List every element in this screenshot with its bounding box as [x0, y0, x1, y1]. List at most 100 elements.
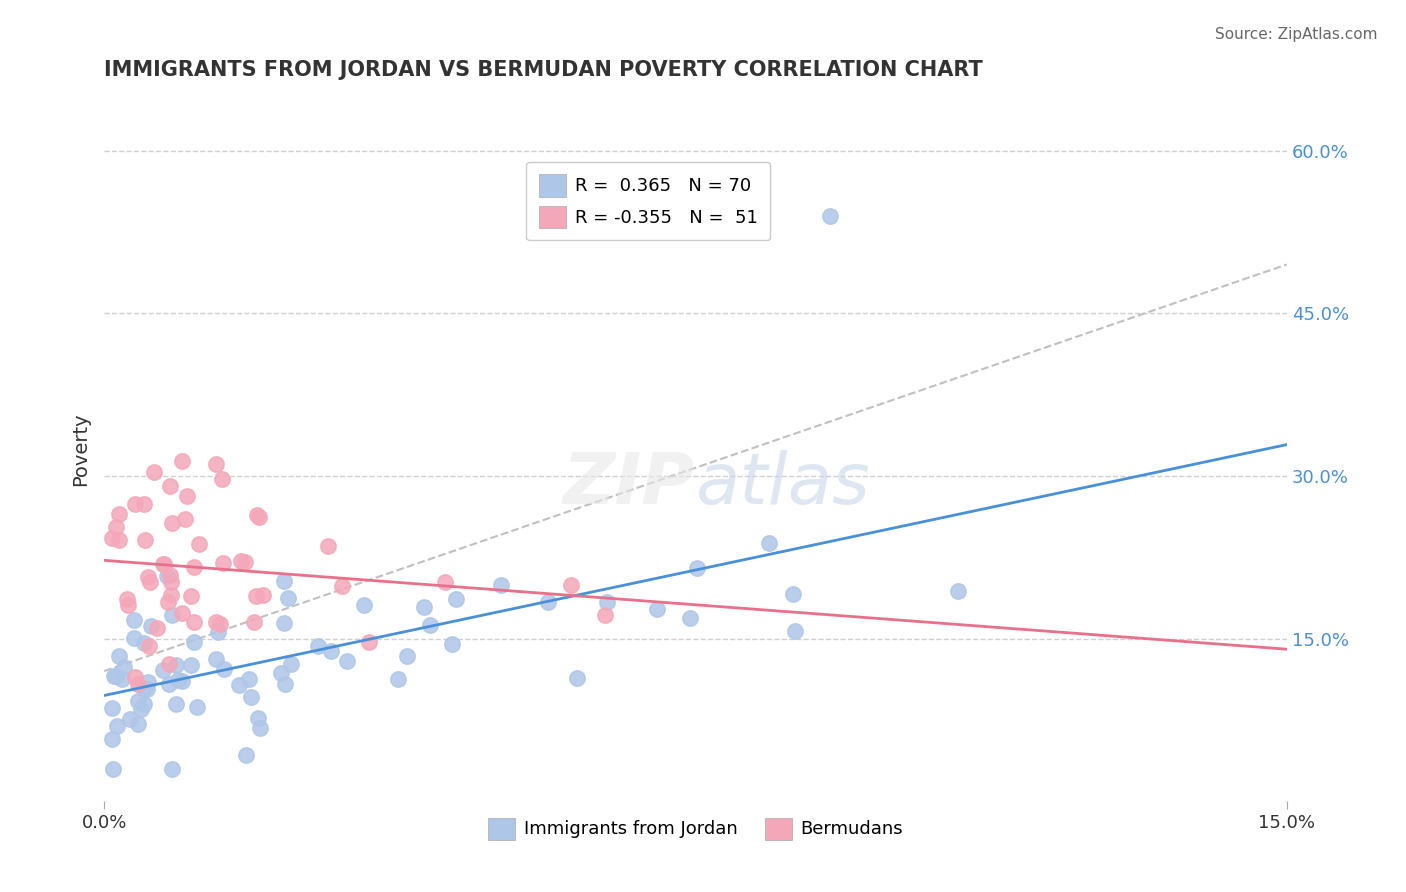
Point	[252, 588, 274, 602]
Point	[138, 639, 160, 653]
Point	[818, 209, 841, 223]
Point	[134, 698, 156, 712]
Point	[104, 519, 127, 533]
Point	[101, 732, 124, 747]
Point	[166, 673, 188, 688]
Point	[245, 590, 267, 604]
Point	[229, 554, 252, 568]
Point	[132, 635, 155, 649]
Text: atlas: atlas	[696, 450, 870, 518]
Point	[245, 508, 267, 522]
Point	[117, 599, 139, 613]
Point	[243, 615, 266, 630]
Point	[160, 607, 183, 622]
Point	[489, 578, 512, 592]
Point	[162, 516, 184, 530]
Point	[134, 533, 156, 547]
Point	[207, 624, 229, 639]
Point	[446, 592, 468, 607]
Point	[112, 660, 135, 674]
Point	[118, 712, 141, 726]
Point	[537, 595, 560, 609]
Point	[173, 512, 195, 526]
Point	[107, 533, 129, 547]
Point	[228, 678, 250, 692]
Point	[180, 589, 202, 603]
Legend: R =  0.365   N = 70, R = -0.355   N =  51: R = 0.365 N = 70, R = -0.355 N = 51	[526, 161, 770, 240]
Point	[205, 615, 228, 629]
Point	[560, 578, 582, 592]
Point	[176, 489, 198, 503]
Point	[141, 619, 163, 633]
Point	[187, 537, 209, 551]
Point	[142, 465, 165, 479]
Point	[238, 672, 260, 686]
Point	[249, 722, 271, 736]
Point	[183, 615, 205, 630]
Point	[645, 601, 668, 615]
Point	[132, 682, 155, 697]
Point	[440, 637, 463, 651]
Point	[146, 622, 169, 636]
Point	[105, 719, 128, 733]
Point	[152, 557, 174, 571]
Point	[152, 663, 174, 677]
Point	[103, 762, 125, 776]
Point	[336, 654, 359, 668]
Point	[212, 662, 235, 676]
Point	[101, 532, 124, 546]
Point	[129, 702, 152, 716]
Point	[419, 617, 441, 632]
Text: Source: ZipAtlas.com: Source: ZipAtlas.com	[1215, 27, 1378, 42]
Point	[211, 472, 233, 486]
Point	[280, 657, 302, 671]
Point	[183, 559, 205, 574]
Point	[186, 699, 208, 714]
Point	[165, 697, 187, 711]
Point	[679, 611, 702, 625]
Point	[155, 568, 177, 582]
Point	[127, 694, 149, 708]
Point	[357, 634, 380, 648]
Point	[208, 616, 231, 631]
Point	[233, 555, 256, 569]
Point	[316, 540, 339, 554]
Point	[595, 595, 617, 609]
Point	[127, 676, 149, 690]
Point	[204, 457, 226, 471]
Point	[136, 681, 159, 696]
Point	[782, 587, 804, 601]
Point	[204, 651, 226, 665]
Point	[157, 657, 180, 671]
Point	[159, 568, 181, 582]
Point	[247, 711, 270, 725]
Point	[160, 574, 183, 589]
Point	[321, 644, 343, 658]
Point	[686, 561, 709, 575]
Point	[783, 624, 806, 638]
Point	[132, 498, 155, 512]
Point	[153, 557, 176, 571]
Point	[165, 658, 187, 673]
Point	[122, 613, 145, 627]
Point	[396, 648, 419, 663]
Point	[948, 584, 970, 599]
Point	[277, 591, 299, 606]
Text: ZIP: ZIP	[564, 450, 696, 518]
Point	[156, 594, 179, 608]
Y-axis label: Poverty: Poverty	[72, 412, 90, 485]
Point	[758, 536, 780, 550]
Point	[159, 479, 181, 493]
Point	[434, 574, 457, 589]
Point	[247, 509, 270, 524]
Point	[172, 606, 194, 620]
Point	[103, 669, 125, 683]
Point	[157, 676, 180, 690]
Point	[139, 574, 162, 589]
Point	[122, 632, 145, 646]
Point	[115, 591, 138, 606]
Point	[162, 762, 184, 776]
Point	[104, 669, 127, 683]
Point	[307, 639, 329, 653]
Point	[270, 666, 292, 681]
